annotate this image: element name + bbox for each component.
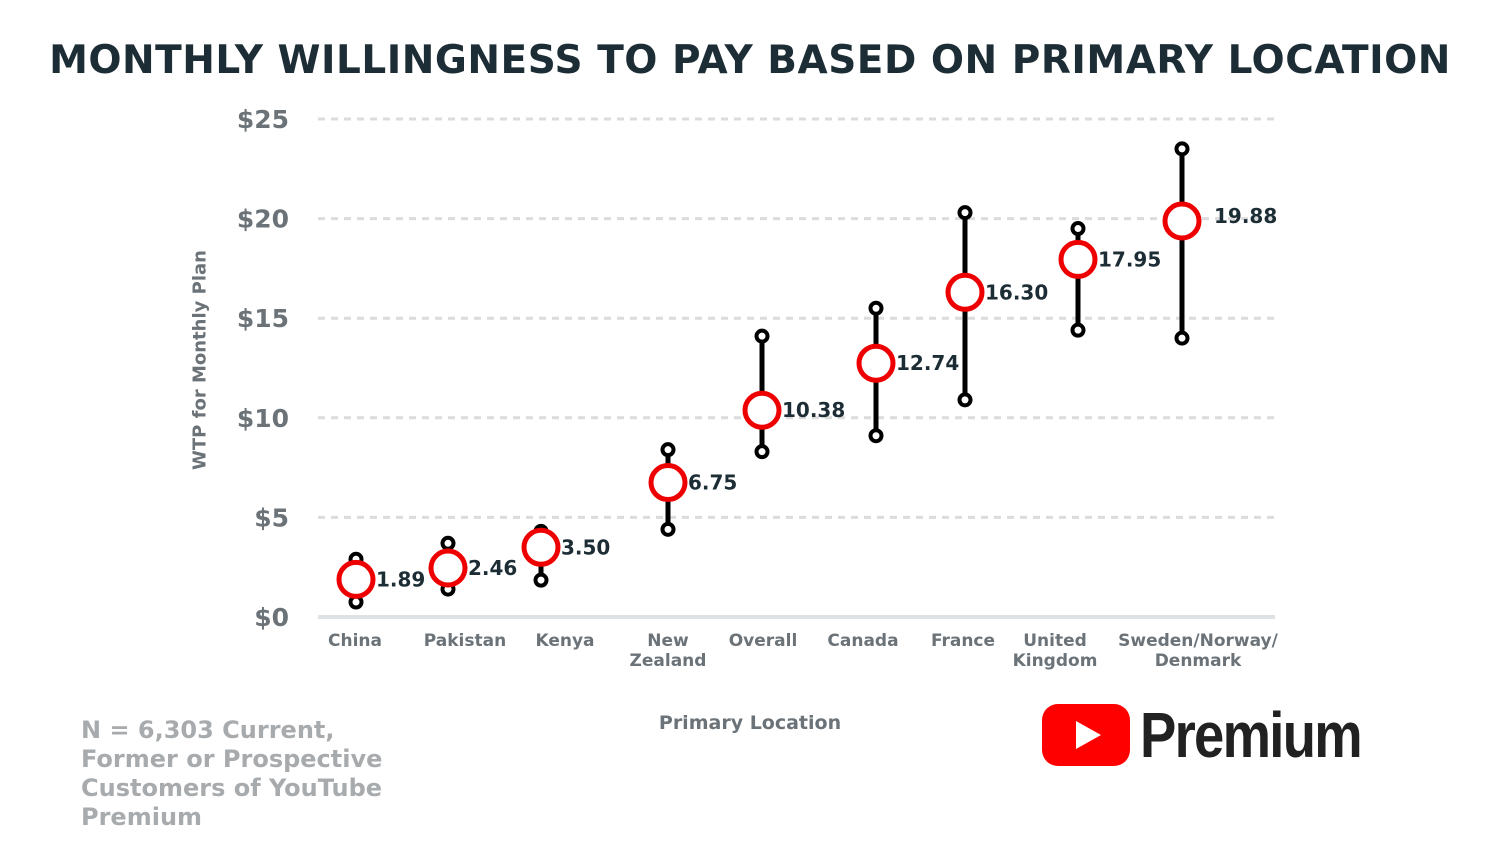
x-tick-label: Kingdom — [1013, 651, 1098, 671]
whisker-high-point — [440, 535, 456, 551]
value-label: 2.46 — [468, 556, 517, 580]
x-tick-label: Kenya — [535, 631, 594, 651]
value-label: 6.75 — [688, 471, 737, 495]
mean-marker — [428, 548, 468, 588]
mean-marker — [856, 343, 896, 383]
y-axis-label: WTP for Monthly Plan — [189, 250, 211, 470]
mean-marker — [742, 390, 782, 430]
whisker-high-point — [660, 442, 676, 458]
y-tick-label: $10 — [237, 404, 289, 433]
youtube-premium-logo: Premium — [1042, 698, 1400, 772]
x-tick-label: Sweden/Norway/ — [1118, 631, 1279, 651]
x-tick-label: Denmark — [1155, 651, 1242, 671]
mean-marker — [336, 559, 376, 599]
value-label: 17.95 — [1098, 247, 1161, 271]
x-tick-label: Zealand — [630, 651, 707, 671]
y-tick-label: $5 — [254, 503, 289, 532]
whisker-low-point — [660, 521, 676, 537]
whisker-low-point — [1070, 322, 1086, 338]
youtube-play-icon — [1042, 704, 1130, 766]
mean-marker — [521, 527, 561, 567]
y-tick-label: $0 — [254, 603, 289, 632]
value-label: 1.89 — [376, 567, 425, 591]
whisker-high-point — [754, 328, 770, 344]
x-tick-label: Canada — [827, 631, 898, 651]
y-tick-label: $15 — [237, 304, 289, 333]
whisker-low-point — [957, 392, 973, 408]
x-axis-label: Primary Location — [658, 712, 842, 734]
mean-marker — [945, 272, 985, 312]
value-label: 10.38 — [782, 398, 845, 422]
x-tick-label: China — [328, 631, 382, 651]
whisker-high-point — [957, 205, 973, 221]
sample-note: N = 6,303 Current, Former or Prospective… — [81, 716, 383, 831]
whisker-low-point — [533, 572, 549, 588]
mean-marker — [648, 463, 688, 503]
value-label: 19.88 — [1214, 204, 1277, 228]
x-tick-label: New — [647, 631, 689, 651]
value-label: 3.50 — [561, 535, 610, 559]
whisker-low-point — [868, 428, 884, 444]
x-tick-label: Overall — [729, 631, 798, 651]
y-tick-label: $25 — [237, 105, 289, 134]
x-tick-label: France — [931, 631, 995, 651]
mean-marker — [1162, 201, 1202, 241]
chart-title: MONTHLY WILLINGNESS TO PAY BASED ON PRIM… — [49, 38, 1451, 83]
value-label: 12.74 — [896, 351, 959, 375]
logo-text: Premium — [1140, 699, 1363, 771]
whisker-high-point — [1174, 141, 1190, 157]
whisker-low-point — [1174, 330, 1190, 346]
y-tick-label: $20 — [237, 205, 289, 234]
x-tick-label: Pakistan — [424, 631, 506, 651]
value-label: 16.30 — [985, 280, 1048, 304]
whisker-high-point — [868, 300, 884, 316]
x-tick-label: United — [1023, 631, 1087, 651]
mean-marker — [1058, 239, 1098, 279]
whisker-high-point — [1070, 221, 1086, 237]
whisker-low-point — [754, 444, 770, 460]
